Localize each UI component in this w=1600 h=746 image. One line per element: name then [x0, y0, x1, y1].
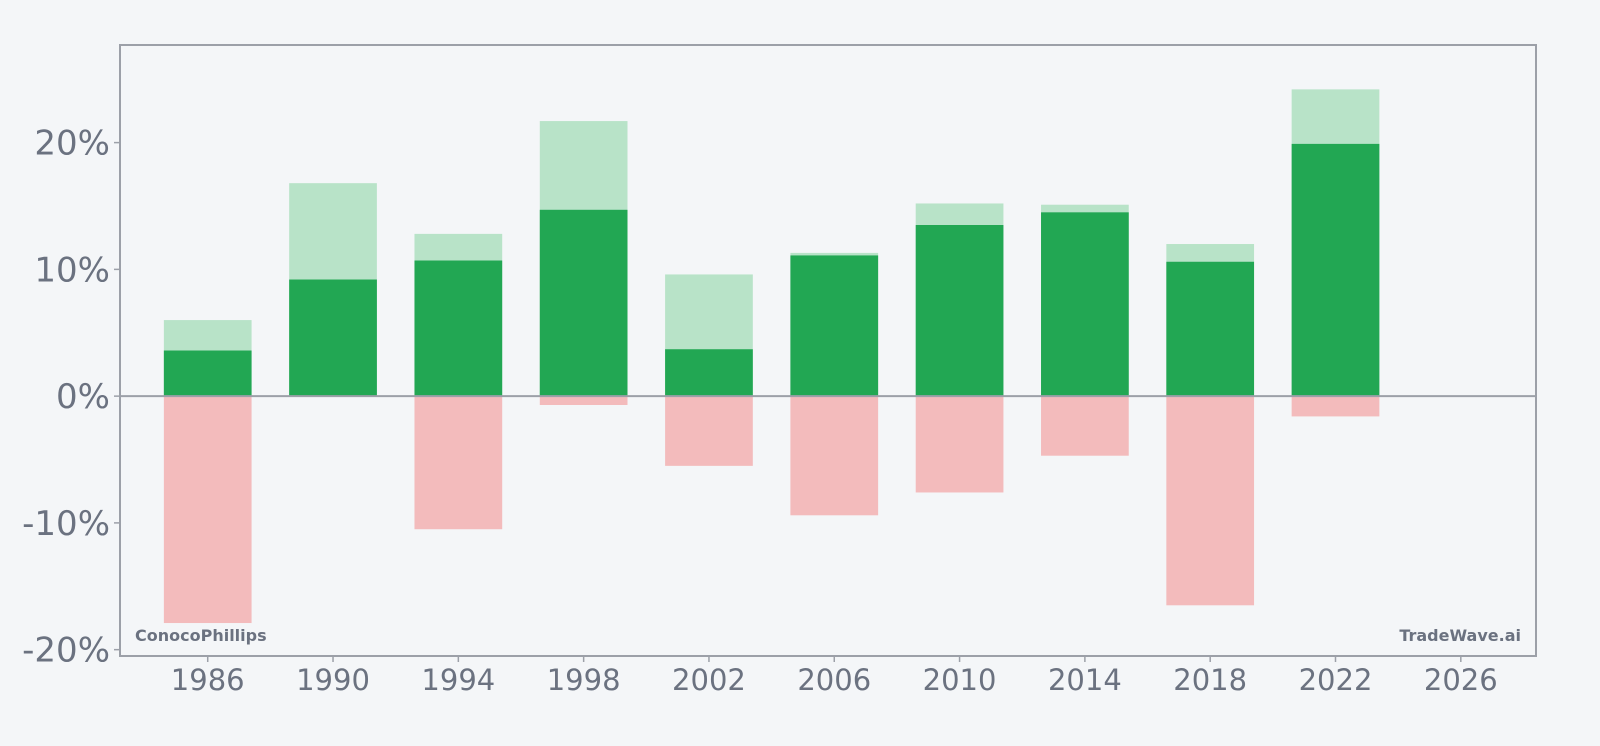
y-tick-label: 20% — [34, 124, 110, 164]
bar-2006 — [790, 252, 879, 516]
x-tick-label: 1998 — [547, 663, 621, 697]
bar-1994 — [414, 233, 503, 530]
bar-2022 — [1291, 89, 1380, 417]
bars-group — [163, 89, 1380, 624]
plot-frame — [119, 44, 1537, 657]
return-bar — [1291, 143, 1380, 397]
x-tick-label: 2022 — [1299, 663, 1373, 697]
drawdown-bar — [665, 396, 753, 466]
company-label: ConocoPhillips — [135, 626, 267, 645]
x-tick-label: 2002 — [672, 663, 746, 697]
x-tick-label: 2026 — [1424, 663, 1498, 697]
bar-2018 — [1166, 244, 1255, 606]
y-tick-label: 10% — [34, 250, 110, 290]
x-tick-label: 1990 — [296, 663, 370, 697]
x-tick-label: 2014 — [1048, 663, 1122, 697]
return-bar — [163, 350, 252, 397]
drawdown-bar — [790, 396, 879, 516]
bar-2010 — [915, 203, 1004, 493]
return-bar — [915, 225, 1004, 397]
return-bar — [665, 349, 753, 397]
x-tick-label: 2018 — [1173, 663, 1247, 697]
drawdown-bar — [1291, 396, 1380, 417]
drawdown-bar — [163, 396, 252, 624]
drawdown-bar — [915, 396, 1004, 493]
bar-1998 — [539, 121, 628, 406]
drawdown-bar — [539, 396, 628, 406]
x-tick-label: 1986 — [171, 663, 245, 697]
return-bar — [1166, 261, 1255, 397]
y-tick-label: -20% — [22, 631, 110, 671]
return-bar — [1041, 212, 1129, 397]
x-tick-label: 2006 — [797, 663, 871, 697]
return-bar — [289, 279, 377, 397]
bar-2002 — [665, 274, 753, 466]
y-axis: -20% -10% 0% 10% 20% — [22, 124, 120, 671]
x-tick-label: 2010 — [923, 663, 997, 697]
x-tick-label: 1994 — [421, 663, 495, 697]
return-bar — [539, 209, 628, 397]
return-bar — [414, 260, 503, 397]
drawdown-bar — [1166, 396, 1255, 606]
return-bar — [790, 255, 879, 397]
bar-2014 — [1041, 204, 1129, 456]
y-tick-label: 0% — [56, 377, 110, 417]
y-tick-label: -10% — [22, 504, 110, 544]
bar-1986 — [163, 320, 252, 624]
x-axis: 1986 1990 1994 1998 2002 2006 2010 2014 2018 2022… — [171, 656, 1498, 697]
drawdown-bar — [414, 396, 503, 530]
drawdown-bar — [1041, 396, 1129, 456]
brand-watermark: TradeWave.ai — [1399, 626, 1521, 645]
bar-1990 — [289, 183, 377, 397]
